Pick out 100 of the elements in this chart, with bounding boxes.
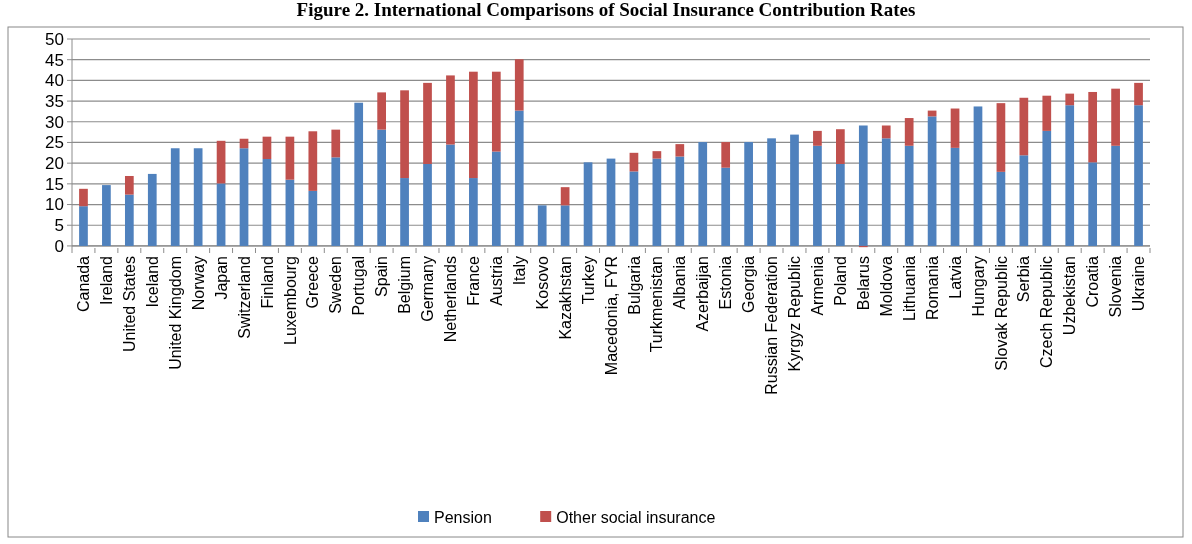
y-tick-label: 10 [45, 195, 64, 215]
bar [1134, 105, 1143, 246]
x-tick-label: Ukraine [1130, 255, 1148, 312]
x-tick-label: Luxembourg [281, 256, 299, 345]
bar [1111, 88, 1120, 146]
x-tick-label: Bulgaria [625, 255, 643, 315]
bar [629, 171, 639, 246]
bar [124, 194, 134, 246]
bar [79, 188, 88, 207]
x-tick-label: Iceland [143, 256, 161, 308]
bar [1042, 130, 1052, 246]
bar [1065, 93, 1075, 106]
bar [790, 134, 799, 246]
bar [1042, 95, 1052, 131]
x-tick-label: Russian Federation [763, 256, 781, 395]
bar [881, 125, 891, 139]
x-tick-label: Croatia [1084, 255, 1102, 308]
bar [950, 147, 960, 246]
x-tick-label: Slovenia [1107, 255, 1125, 318]
x-tick-label: Switzerland [235, 256, 253, 339]
x-tick-label: Uzbekistan [1061, 256, 1079, 336]
bar [721, 142, 731, 168]
bar [79, 206, 88, 246]
bar [1111, 145, 1120, 246]
y-tick-label: 15 [45, 174, 64, 194]
bar [147, 173, 157, 246]
x-tick-label: Moldova [877, 255, 895, 317]
bar [423, 163, 432, 246]
bar [377, 129, 386, 246]
bar [927, 116, 937, 246]
x-tick-label: Turkmenistan [648, 256, 666, 353]
bar [1088, 162, 1098, 246]
bar [423, 82, 432, 164]
x-tick-label: Turkey [579, 256, 597, 305]
x-tick-label: United States [120, 256, 138, 353]
bar [469, 178, 478, 246]
bar [767, 138, 776, 246]
x-tick-label: Sweden [327, 256, 345, 314]
x-tick-label: Romania [923, 255, 941, 321]
x-tick-label: France [464, 255, 482, 306]
y-tick-label: 40 [45, 71, 64, 91]
x-tick-label: Kyrgyz Republic [786, 256, 804, 372]
x-tick-label: Hungary [969, 256, 987, 317]
bar [331, 157, 341, 246]
bar [836, 129, 845, 164]
y-tick-label: 25 [45, 133, 64, 153]
bar [675, 156, 685, 246]
bar [491, 71, 501, 152]
x-tick-label: Germany [419, 256, 437, 322]
bar [1019, 155, 1029, 246]
x-tick-label: Norway [189, 256, 207, 311]
bar [285, 136, 295, 180]
bar [216, 183, 226, 246]
bar [606, 158, 616, 246]
x-tick-label: Italy [510, 256, 528, 286]
bar [675, 144, 685, 157]
bar [1019, 97, 1029, 156]
x-tick-label: Poland [831, 256, 849, 306]
x-tick-label: Greece [304, 255, 322, 309]
bar [446, 75, 455, 145]
x-tick-label: Japan [212, 256, 230, 300]
bar [262, 136, 272, 160]
bar [560, 205, 570, 246]
x-tick-label: Austria [487, 255, 505, 306]
bar [193, 148, 203, 246]
bar [537, 205, 547, 246]
x-tick-label: Lithuania [900, 255, 918, 321]
bar [377, 92, 386, 130]
bar [514, 59, 524, 111]
x-tick-label: Netherlands [442, 256, 460, 343]
x-tick-label: Armenia [809, 255, 827, 316]
bar [216, 140, 226, 184]
legend-label: Pension [434, 508, 492, 526]
x-tick-label: Spain [373, 256, 391, 297]
bar [996, 171, 1006, 246]
bar [239, 148, 249, 246]
bar [1088, 91, 1098, 163]
y-tick-label: 30 [45, 112, 64, 132]
bar [996, 103, 1006, 172]
x-tick-label: Czech Republic [1038, 256, 1056, 369]
y-tick-label: 0 [54, 236, 64, 256]
x-tick-label: Kosovo [533, 255, 551, 310]
bar [1134, 82, 1143, 106]
y-tick-label: 45 [45, 50, 64, 70]
bar [652, 151, 662, 159]
bar [514, 110, 524, 246]
x-tick-label: Macedonia, FYR [602, 256, 620, 376]
x-tick-label: Estonia [717, 255, 735, 310]
bar [400, 90, 409, 179]
bar [124, 175, 134, 195]
bar [813, 145, 822, 246]
x-tick-label: Finland [258, 256, 276, 309]
bar [744, 142, 753, 246]
x-tick-label: Portugal [350, 256, 368, 316]
bar [262, 159, 272, 246]
chart-title: Figure 2. International Comparisons of Social Insurance Contribution Rates [296, 0, 916, 20]
bar [881, 138, 891, 246]
bar [904, 118, 914, 146]
x-tick-label: Belgium [396, 256, 414, 314]
x-tick-label: Georgia [740, 255, 758, 313]
